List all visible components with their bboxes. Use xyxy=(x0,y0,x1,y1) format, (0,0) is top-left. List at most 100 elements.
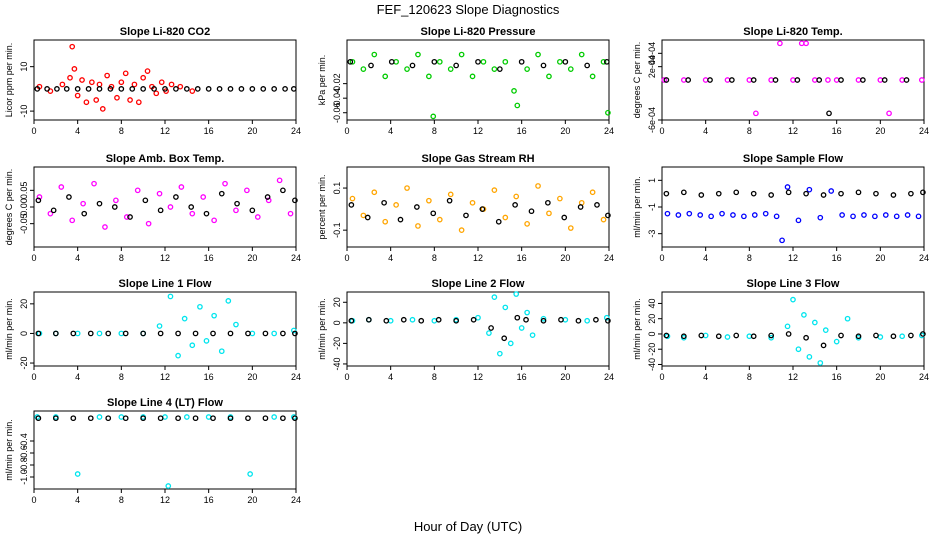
data-point xyxy=(188,204,195,210)
data-point xyxy=(816,77,823,83)
data-point xyxy=(381,199,387,206)
panel-title: Slope Amb. Box Temp. xyxy=(106,153,225,165)
data-point xyxy=(415,223,421,229)
series-1 xyxy=(35,187,298,220)
data-point xyxy=(518,58,525,65)
data-point xyxy=(502,58,509,65)
data-point xyxy=(447,66,454,72)
y-tick-label: -40 xyxy=(647,358,657,371)
x-tick-label: 16 xyxy=(204,372,214,382)
data-point xyxy=(81,210,88,217)
data-point xyxy=(475,314,481,321)
y-tick-label: 0 xyxy=(19,331,29,336)
x-tick-label: 4 xyxy=(75,126,80,136)
data-point xyxy=(225,298,232,304)
y-tick-label: -20 xyxy=(332,337,342,350)
x-tick-label: 0 xyxy=(344,253,349,263)
x-tick-label: 16 xyxy=(204,253,214,263)
data-point xyxy=(882,212,889,218)
data-point xyxy=(247,471,253,477)
data-point xyxy=(382,73,389,80)
data-point xyxy=(518,325,525,331)
x-tick-label: 8 xyxy=(432,126,437,136)
plot-frame xyxy=(346,291,610,367)
data-point xyxy=(540,62,547,69)
data-point xyxy=(400,316,407,323)
data-point xyxy=(779,237,785,244)
data-point xyxy=(140,74,147,81)
x-tick-label: 16 xyxy=(832,253,842,263)
data-point xyxy=(784,184,791,190)
data-point xyxy=(558,316,564,323)
data-point xyxy=(753,110,759,117)
data-point xyxy=(129,86,136,92)
data-point xyxy=(873,190,879,197)
data-point xyxy=(203,210,210,217)
y-axis-label: kPa per min. xyxy=(317,55,327,106)
x-tick-label: 12 xyxy=(473,253,483,263)
y-tick-label: -0.05 xyxy=(19,213,29,234)
data-point xyxy=(663,190,670,197)
y-tick-label: -20 xyxy=(19,357,29,370)
x-tick-label: 4 xyxy=(388,372,393,382)
data-point xyxy=(409,316,416,323)
data-point xyxy=(479,206,486,212)
data-point xyxy=(908,332,914,339)
data-point xyxy=(514,102,521,109)
x-tick-label: 0 xyxy=(31,126,36,136)
x-tick-label: 0 xyxy=(344,126,349,136)
series-1 xyxy=(663,189,926,198)
data-point xyxy=(271,414,278,420)
data-point xyxy=(71,66,78,72)
data-point xyxy=(382,218,389,225)
data-point xyxy=(803,40,809,47)
data-point xyxy=(470,316,477,323)
data-point xyxy=(828,188,835,194)
x-tick-label: 20 xyxy=(247,372,257,382)
data-point xyxy=(67,74,73,81)
x-tick-label: 8 xyxy=(119,126,124,136)
data-point xyxy=(177,83,184,90)
data-point xyxy=(287,210,294,217)
data-point xyxy=(724,334,731,340)
data-point xyxy=(502,304,509,311)
data-point xyxy=(211,312,217,319)
data-point xyxy=(730,212,736,218)
data-point xyxy=(58,184,65,190)
x-tick-label: 20 xyxy=(247,495,257,505)
data-point xyxy=(488,325,494,331)
data-point xyxy=(175,352,181,359)
data-point xyxy=(183,414,190,420)
x-tick-label: 12 xyxy=(160,253,170,263)
data-point xyxy=(245,415,251,422)
data-point xyxy=(768,332,775,339)
data-point xyxy=(480,58,487,65)
data-point xyxy=(254,214,261,220)
data-point xyxy=(458,51,465,58)
data-point xyxy=(50,207,57,214)
x-tick-label: 24 xyxy=(604,253,614,263)
data-point xyxy=(131,81,138,88)
data-point xyxy=(189,210,196,217)
x-tick-label: 8 xyxy=(119,372,124,382)
plot-frame xyxy=(661,39,925,121)
data-point xyxy=(158,79,165,86)
data-point xyxy=(59,81,66,88)
data-point xyxy=(280,415,286,422)
data-point xyxy=(469,199,476,206)
data-point xyxy=(134,187,141,194)
data-point xyxy=(855,333,862,340)
data-point xyxy=(89,79,95,86)
series-1 xyxy=(35,330,298,337)
x-tick-label: 8 xyxy=(747,126,752,136)
data-point xyxy=(360,212,367,219)
data-point xyxy=(348,317,355,324)
data-point xyxy=(168,81,175,88)
data-point xyxy=(513,193,520,200)
data-point xyxy=(181,315,188,322)
data-point xyxy=(194,86,201,92)
data-point xyxy=(904,212,911,218)
panel-title: Slope Li-820 Temp. xyxy=(743,26,842,38)
x-tick-label: 0 xyxy=(659,372,664,382)
